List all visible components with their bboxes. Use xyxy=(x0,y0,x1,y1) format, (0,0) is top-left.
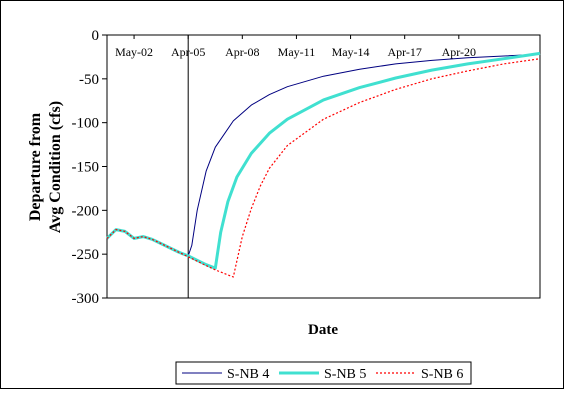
legend: S-NB 4 S-NB 5 S-NB 6 xyxy=(175,361,472,385)
x-tick-label: Apr-08 xyxy=(225,45,259,59)
x-axis-ticks: May-02 Apr-05 Apr-08 May-11 May-14 Apr-17 Apr-… xyxy=(115,35,476,59)
x-tick-label: Apr-17 xyxy=(387,45,421,59)
x-tick-label: May-11 xyxy=(278,45,316,59)
y-tick-label: 0 xyxy=(92,28,100,44)
y-tick-label: -100 xyxy=(72,116,100,132)
series-layer xyxy=(105,51,541,278)
legend-label: S-NB 5 xyxy=(324,367,366,382)
y-axis-label-line-1: Departure from xyxy=(27,112,44,221)
series-line-s-nb-6 xyxy=(106,58,541,278)
legend-label: S-NB 6 xyxy=(421,367,463,382)
x-axis-label: Date xyxy=(308,322,338,338)
x-tick-label: Apr-20 xyxy=(442,45,476,59)
plot-area xyxy=(106,34,541,299)
y-tick-label: -250 xyxy=(72,247,100,263)
legend-box xyxy=(175,361,472,385)
series-line-s-nb-5 xyxy=(105,51,541,270)
y-tick-label: -200 xyxy=(72,203,100,219)
y-tick-label: -300 xyxy=(72,291,100,307)
legend-label: S-NB 4 xyxy=(227,367,269,382)
y-tick-label: -50 xyxy=(79,72,99,88)
x-tick-label: May-14 xyxy=(332,45,370,59)
y-axis: 0 -50 -100 -150 -200 -250 -300 xyxy=(72,28,107,307)
x-tick-label: May-02 xyxy=(115,45,153,59)
y-tick-label: -150 xyxy=(72,160,100,176)
y-axis-label-line-2: Avg Condition (cfs) xyxy=(47,101,64,233)
